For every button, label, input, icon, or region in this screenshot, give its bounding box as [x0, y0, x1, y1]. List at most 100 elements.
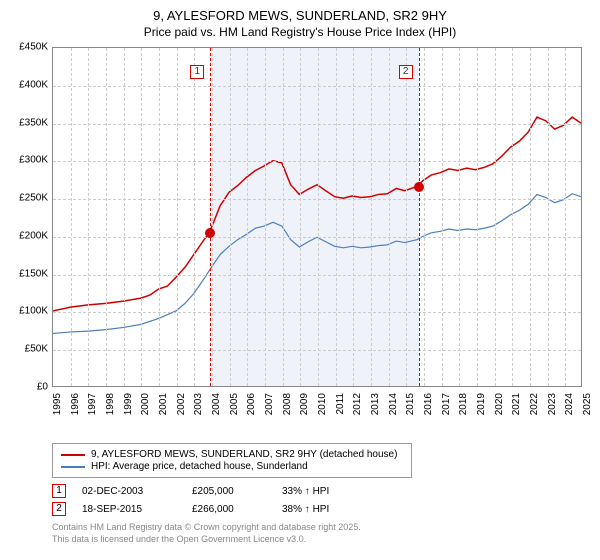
x-tick-label: 1995	[52, 393, 63, 415]
marker-dot	[414, 182, 424, 192]
event-row: 2 18-SEP-2015£266,00038% ↑ HPI	[52, 502, 590, 516]
marker-line	[419, 48, 420, 386]
legend-row: 9, AYLESFORD MEWS, SUNDERLAND, SR2 9HY (…	[61, 449, 403, 460]
x-tick-label: 2021	[511, 393, 522, 415]
gridline-v	[406, 48, 407, 386]
y-tick-label: £200K	[19, 230, 48, 241]
legend-label: 9, AYLESFORD MEWS, SUNDERLAND, SR2 9HY (…	[91, 449, 397, 460]
gridline-v	[71, 48, 72, 386]
y-axis-labels: £0£50K£100K£150K£200K£250K£300K£350K£400…	[10, 47, 50, 387]
gridline-v	[265, 48, 266, 386]
gridline-v	[371, 48, 372, 386]
y-tick-label: £300K	[19, 155, 48, 166]
gridline-h	[53, 350, 581, 351]
legend: 9, AYLESFORD MEWS, SUNDERLAND, SR2 9HY (…	[52, 443, 412, 478]
x-tick-label: 2005	[229, 393, 240, 415]
gridline-v	[247, 48, 248, 386]
gridline-v	[230, 48, 231, 386]
x-tick-label: 2000	[140, 393, 151, 415]
x-tick-label: 1997	[87, 393, 98, 415]
gridline-h	[53, 86, 581, 87]
x-tick-label: 2003	[193, 393, 204, 415]
y-tick-label: £100K	[19, 306, 48, 317]
chart-lines	[53, 48, 581, 386]
marker-box: 1	[190, 65, 204, 79]
series-price_paid	[53, 117, 581, 311]
x-tick-label: 2006	[246, 393, 257, 415]
x-tick-label: 2013	[370, 393, 381, 415]
event-date: 18-SEP-2015	[82, 504, 192, 515]
x-tick-label: 2018	[458, 393, 469, 415]
event-price: £205,000	[192, 486, 282, 497]
footer: Contains HM Land Registry data © Crown c…	[52, 522, 590, 545]
gridline-h	[53, 312, 581, 313]
x-tick-label: 2012	[352, 393, 363, 415]
gridline-h	[53, 199, 581, 200]
x-tick-label: 2002	[176, 393, 187, 415]
x-tick-label: 2008	[282, 393, 293, 415]
gridline-h	[53, 161, 581, 162]
gridline-v	[353, 48, 354, 386]
event-list: 102-DEC-2003£205,00033% ↑ HPI 2 18-SEP-201…	[52, 484, 590, 516]
chart: £0£50K£100K£150K£200K£250K£300K£350K£400…	[10, 47, 590, 437]
gridline-v	[477, 48, 478, 386]
event-row: 102-DEC-2003£205,00033% ↑ HPI	[52, 484, 590, 498]
gridline-v	[336, 48, 337, 386]
gridline-v	[459, 48, 460, 386]
y-tick-label: £350K	[19, 117, 48, 128]
marker-dot	[205, 228, 215, 238]
gridline-v	[300, 48, 301, 386]
x-tick-label: 2015	[405, 393, 416, 415]
x-tick-label: 2004	[211, 393, 222, 415]
y-tick-label: £250K	[19, 193, 48, 204]
x-tick-label: 1998	[105, 393, 116, 415]
x-tick-label: 2020	[494, 393, 505, 415]
x-tick-label: 2024	[564, 393, 575, 415]
y-tick-label: £150K	[19, 268, 48, 279]
plot-area: 12	[52, 47, 582, 387]
x-tick-label: 2025	[582, 393, 593, 415]
footer-line2: This data is licensed under the Open Gov…	[52, 534, 590, 546]
gridline-v	[106, 48, 107, 386]
marker-box: 2	[399, 65, 413, 79]
gridline-v	[548, 48, 549, 386]
event-marker-box: 2	[52, 502, 66, 516]
legend-row: HPI: Average price, detached house, Sund…	[61, 461, 403, 472]
x-tick-label: 2022	[529, 393, 540, 415]
legend-swatch	[61, 454, 85, 456]
x-tick-label: 2023	[547, 393, 558, 415]
gridline-v	[212, 48, 213, 386]
y-tick-label: £50K	[25, 344, 48, 355]
event-price: £266,000	[192, 504, 282, 515]
gridline-h	[53, 124, 581, 125]
gridline-v	[141, 48, 142, 386]
x-tick-label: 2011	[335, 393, 346, 415]
gridline-v	[88, 48, 89, 386]
gridline-v	[177, 48, 178, 386]
legend-label: HPI: Average price, detached house, Sund…	[91, 461, 308, 472]
y-tick-label: £400K	[19, 79, 48, 90]
gridline-v	[124, 48, 125, 386]
gridline-v	[512, 48, 513, 386]
x-tick-label: 2010	[317, 393, 328, 415]
gridline-v	[194, 48, 195, 386]
gridline-h	[53, 237, 581, 238]
legend-swatch	[61, 466, 85, 468]
gridline-v	[495, 48, 496, 386]
chart-title: 9, AYLESFORD MEWS, SUNDERLAND, SR2 9HY	[10, 8, 590, 23]
x-tick-label: 2009	[299, 393, 310, 415]
marker-line	[210, 48, 211, 386]
event-date: 02-DEC-2003	[82, 486, 192, 497]
x-tick-label: 1999	[123, 393, 134, 415]
event-pct: 38% ↑ HPI	[282, 504, 372, 515]
x-tick-label: 2019	[476, 393, 487, 415]
x-tick-label: 2016	[423, 393, 434, 415]
x-tick-label: 2007	[264, 393, 275, 415]
gridline-v	[565, 48, 566, 386]
x-tick-label: 1996	[70, 393, 81, 415]
y-tick-label: £450K	[19, 42, 48, 53]
gridline-h	[53, 275, 581, 276]
x-axis-labels: 1995 1996 1997 1998 1999 2000 2001 2002 2003 2004…	[52, 389, 582, 437]
x-tick-label: 2001	[158, 393, 169, 415]
gridline-v	[424, 48, 425, 386]
